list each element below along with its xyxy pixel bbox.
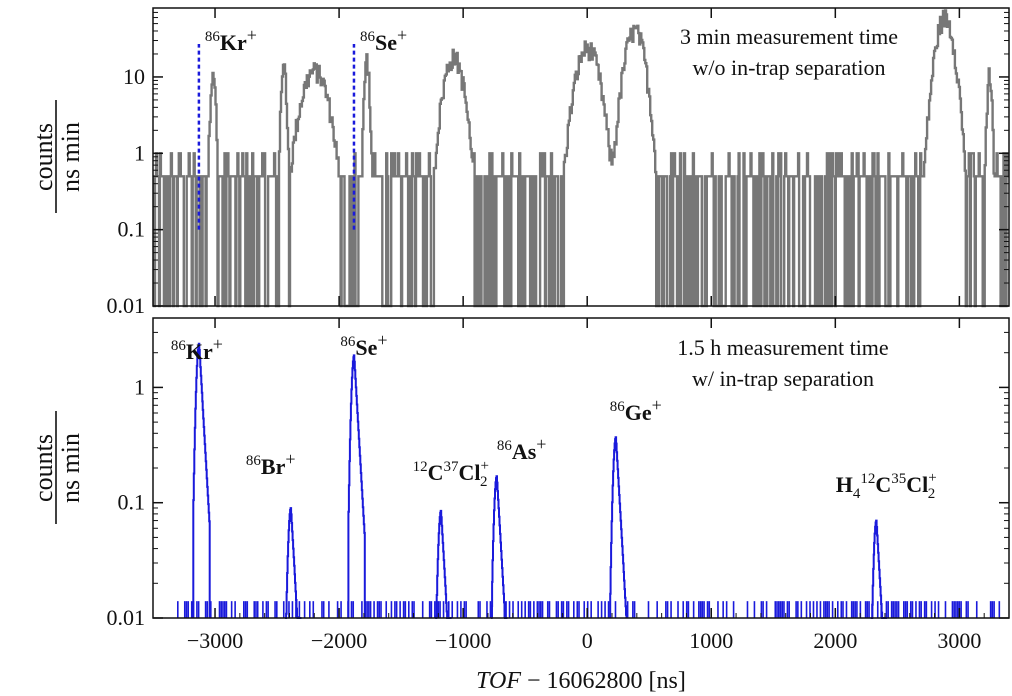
x-axis-label: TOF − 16062800 [ns] [476, 668, 686, 694]
bottom-x-tick-label: 1000 [689, 628, 733, 653]
bottom-x-tick-label: 3000 [937, 628, 981, 653]
bottom-x-tick-label: −1000 [435, 628, 491, 653]
x-axis-label-italic: TOF [476, 668, 521, 694]
top-annotation-line2: w/o in-trap separation [692, 55, 885, 80]
bottom-panel: 0.01 0.1 1 −3000 −2000 −1000 0 1000 2000 3000 co… [29, 317, 1010, 694]
bottom-peak-line-5 [609, 436, 628, 618]
top-y-tick-label: 1 [134, 140, 145, 165]
bottom-peak-line-6 [870, 519, 888, 619]
bottom-peak-6 [870, 519, 888, 619]
bottom-peak-5 [609, 436, 628, 618]
top-plot-area [152, 9, 1009, 308]
top-y-tick-label: 0.1 [118, 217, 146, 242]
bottom-peak-labels: 86Kr+ 86Br+ 86Se+ 12C37Cl+ 2 86As+ 86Ge+ H412C3… [171, 330, 937, 502]
bottom-annotation-line2: w/ in-trap separation [692, 366, 874, 391]
bottom-peak-label-0: 86Kr+ [171, 334, 223, 364]
bottom-peak-line-4 [490, 475, 508, 619]
bottom-x-tick-label: −3000 [187, 628, 243, 653]
bottom-y-axis-label: counts ns min [29, 411, 85, 524]
top-y-axis-label: counts ns min [29, 100, 85, 213]
bottom-ylabel-numerator: counts [29, 434, 58, 502]
bottom-peak-label-6: H412C35Cl+ 2 [836, 470, 937, 502]
top-ylabel-numerator: counts [29, 123, 58, 191]
top-marker-lines: 86Kr+ 86Se+ [197, 25, 407, 230]
bottom-peak-line-0 [192, 342, 211, 618]
bottom-peak-2 [347, 354, 366, 618]
bottom-y-ticks: 0.01 0.1 1 [107, 317, 1009, 630]
bottom-peak-line-2 [347, 354, 366, 618]
bottom-peak-label-1: 86Br+ [246, 449, 296, 479]
bottom-y-tick-label: 0.1 [118, 490, 146, 515]
top-ylabel-denominator: ns min [56, 122, 85, 192]
bottom-peak-label-5: 86Ge+ [610, 395, 662, 425]
bottom-x-tick-label: 2000 [813, 628, 857, 653]
top-y-tick-label: 0.01 [107, 293, 146, 318]
bottom-peak-label-4: 86As+ [497, 434, 547, 464]
top-y-ticks: 0.01 0.1 1 10 [107, 7, 1009, 318]
bottom-peak-4 [490, 475, 508, 619]
bottom-peak-1 [285, 507, 302, 619]
bottom-plot-area [177, 342, 1001, 619]
bottom-peak-0 [192, 342, 211, 618]
bottom-y-tick-label: 1 [134, 374, 145, 399]
top-series-line [152, 9, 1009, 308]
bottom-peak-label-3: 12C37Cl+ 2 [413, 458, 489, 490]
top-annotation-line1: 3 min measurement time [680, 24, 898, 49]
bottom-ylabel-denominator: ns min [56, 433, 85, 503]
bottom-peak-label-2: 86Se+ [340, 330, 387, 360]
bottom-peak-line-3 [435, 509, 452, 619]
top-panel: 0.01 0.1 1 10 counts ns min 3 min measureme… [29, 7, 1010, 318]
bottom-peak-line-1 [285, 507, 302, 619]
bottom-peak-3 [435, 509, 452, 619]
bottom-annotation-line1: 1.5 h measurement time [677, 335, 888, 360]
x-axis-label-rest: − 16062800 [ns] [521, 668, 686, 694]
top-marker-label-1: 86Se+ [360, 25, 407, 55]
top-y-tick-label: 10 [123, 64, 145, 89]
bottom-x-tick-label: −2000 [311, 628, 367, 653]
bottom-x-ticks: −3000 −2000 −1000 0 1000 2000 3000 [187, 318, 1010, 653]
bottom-y-tick-label: 0.01 [107, 605, 146, 630]
top-marker-label-0: 86Kr+ [205, 25, 257, 55]
bottom-x-tick-label: 0 [582, 628, 593, 653]
